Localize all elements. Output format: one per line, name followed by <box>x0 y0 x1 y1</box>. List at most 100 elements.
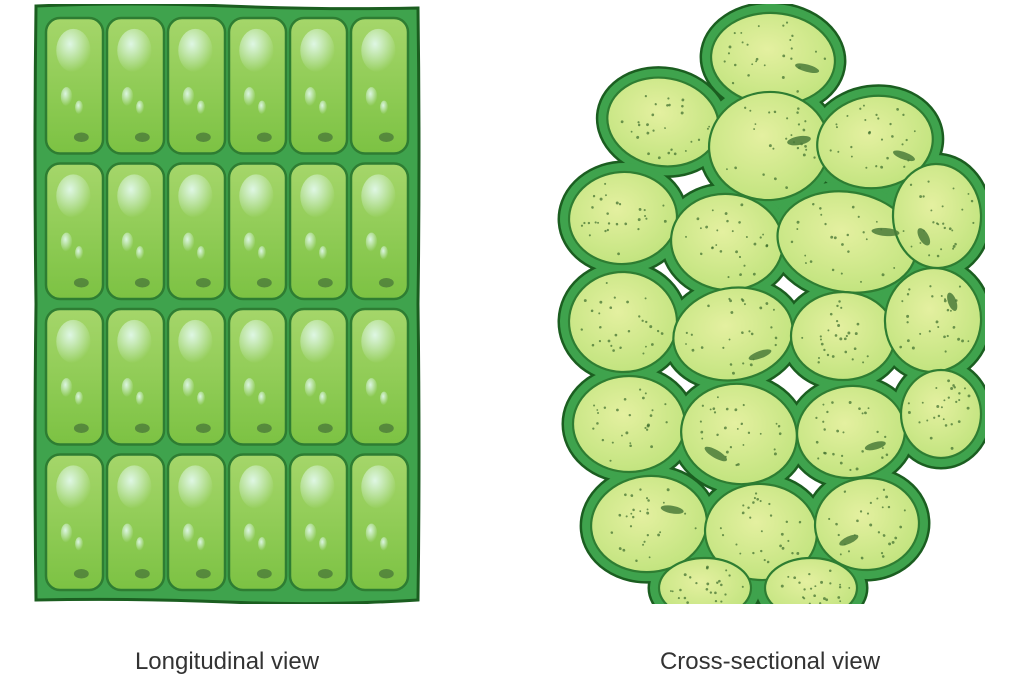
speckle <box>728 574 730 576</box>
vacuole-highlight <box>305 524 316 543</box>
speckle <box>968 394 971 397</box>
longitudinal-cell <box>107 309 164 445</box>
speckle <box>820 335 822 337</box>
chloroplast <box>257 569 272 578</box>
speckle <box>958 420 961 423</box>
speckle <box>908 411 911 414</box>
vacuole-highlight <box>258 392 266 406</box>
vacuole-highlight <box>319 392 327 406</box>
vacuole-highlight <box>366 87 377 106</box>
speckle <box>814 585 816 587</box>
vacuole-highlight <box>361 320 395 363</box>
speckle <box>933 417 935 419</box>
chloroplast <box>379 569 394 578</box>
speckle <box>847 332 850 335</box>
vacuole-highlight <box>122 233 133 252</box>
vacuole-highlight <box>183 378 194 397</box>
speckle <box>686 601 689 604</box>
chloroplast <box>318 423 333 432</box>
vacuole-highlight <box>319 246 327 260</box>
longitudinal-svg <box>32 4 422 604</box>
vacuole-highlight <box>61 524 72 543</box>
chloroplast <box>135 569 150 578</box>
speckle <box>629 414 631 416</box>
speckle <box>840 307 842 309</box>
speckle <box>644 427 646 429</box>
vacuole-highlight <box>117 320 151 363</box>
longitudinal-cell <box>46 164 103 300</box>
vacuole-highlight <box>178 29 212 72</box>
vacuole-highlight <box>117 174 151 217</box>
chloroplast <box>257 423 272 432</box>
cross-section-cell <box>791 292 895 380</box>
speckle <box>706 588 709 591</box>
chloroplast <box>135 423 150 432</box>
speckle <box>716 582 718 584</box>
vacuole-highlight <box>258 246 266 260</box>
speckle <box>830 313 833 316</box>
speckle <box>964 387 966 389</box>
cross-section-svg <box>555 4 985 604</box>
speckle <box>837 596 840 599</box>
speckle <box>602 439 604 441</box>
speckle <box>820 581 823 584</box>
speckle <box>724 593 726 595</box>
chloroplast <box>74 278 89 287</box>
longitudinal-cell <box>168 309 225 445</box>
speckle <box>798 581 800 583</box>
vacuole-highlight <box>305 87 316 106</box>
speckle <box>967 407 970 410</box>
speckle <box>803 588 805 590</box>
vacuole-highlight <box>183 233 194 252</box>
vacuole-highlight <box>244 524 255 543</box>
longitudinal-cell <box>290 455 347 591</box>
speckle <box>958 392 960 394</box>
speckle <box>951 447 954 450</box>
speckle <box>710 591 712 593</box>
longitudinal-caption: Longitudinal view <box>135 648 319 676</box>
speckle <box>647 425 650 428</box>
speckle <box>855 332 858 335</box>
vacuole-highlight <box>239 174 273 217</box>
vacuole-highlight <box>178 174 212 217</box>
vacuole-highlight <box>366 524 377 543</box>
chloroplast <box>257 132 272 141</box>
speckle <box>818 357 820 359</box>
vacuole-highlight <box>136 101 144 115</box>
vacuole-highlight <box>361 29 395 72</box>
longitudinal-cell <box>229 309 286 445</box>
cross-section-panel <box>555 4 985 604</box>
longitudinal-cell <box>229 455 286 591</box>
longitudinal-cell <box>351 455 408 591</box>
chloroplast <box>379 278 394 287</box>
vacuole-highlight <box>117 29 151 72</box>
vacuole-highlight <box>197 246 205 260</box>
speckle <box>943 399 945 401</box>
chloroplast <box>196 278 211 287</box>
vacuole-highlight <box>244 87 255 106</box>
speckle <box>670 590 672 592</box>
speckle <box>829 569 832 572</box>
speckle <box>624 398 627 401</box>
vacuole-highlight <box>197 537 205 551</box>
vacuole-highlight <box>136 246 144 260</box>
longitudinal-cell <box>107 164 164 300</box>
longitudinal-panel <box>32 4 422 604</box>
speckle <box>720 600 722 602</box>
diagram-stage: Longitudinal view Cross-sectional view <box>0 0 1024 685</box>
chloroplast <box>196 132 211 141</box>
speckle <box>935 387 937 389</box>
speckle <box>650 445 653 448</box>
vacuole-highlight <box>178 465 212 508</box>
vacuole-highlight <box>178 320 212 363</box>
longitudinal-cell <box>168 164 225 300</box>
chloroplast <box>379 423 394 432</box>
chloroplast <box>318 278 333 287</box>
longitudinal-cell <box>290 309 347 445</box>
speckle <box>930 437 933 440</box>
speckle <box>593 404 595 406</box>
speckle <box>820 338 822 340</box>
speckle <box>718 580 721 583</box>
cross-section-cell <box>573 376 685 472</box>
speckle <box>918 421 920 423</box>
